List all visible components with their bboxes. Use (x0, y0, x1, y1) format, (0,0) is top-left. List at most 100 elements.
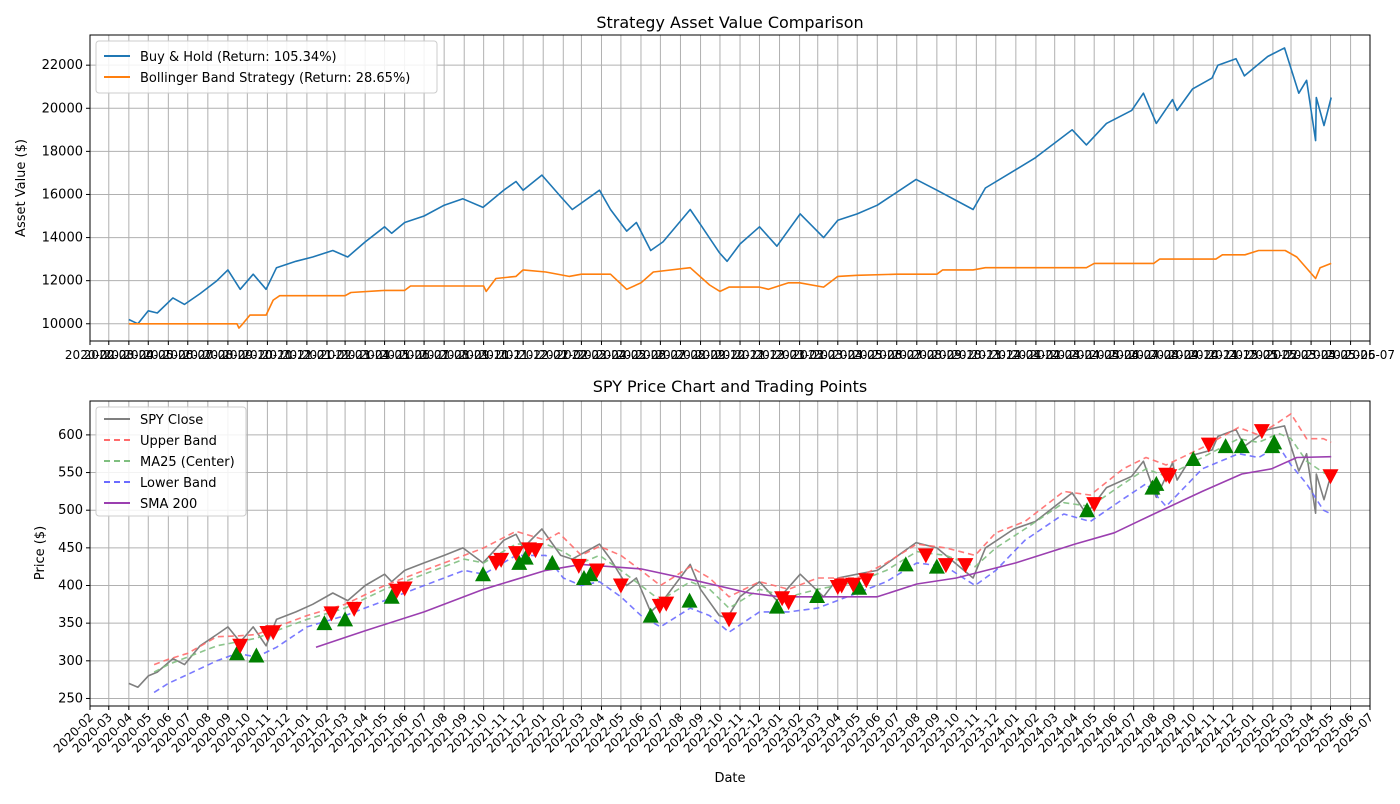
buy-signal-marker (928, 558, 945, 574)
buy-signal-marker (474, 566, 491, 582)
x-tick-label: 2021-10 (459, 348, 509, 362)
legend-entry: Lower Band (140, 476, 216, 491)
x-tick-label: 2025-03 (1266, 348, 1316, 362)
x-tick-label: 2022-04 (576, 348, 626, 362)
buy-signal-marker (681, 592, 698, 608)
sell-signal-marker (493, 552, 510, 568)
x-axis-label: Date (714, 771, 745, 786)
buy-signal-marker (851, 579, 868, 595)
buy-signal-marker (1233, 438, 1250, 454)
x-tick-label: 2020-08 (183, 348, 233, 362)
x-tick-label: 2023-10 (931, 348, 981, 362)
x-tick-label: 2023-01 (754, 348, 804, 362)
y-tick-label: 350 (58, 616, 83, 631)
series-line (128, 249, 1332, 329)
y-axis-label: Price ($) (33, 526, 48, 580)
x-tick-label: 2022-07 (635, 348, 685, 362)
y-tick-label: 300 (58, 654, 83, 669)
signal-markers (228, 424, 1339, 663)
buy-signal-marker (228, 645, 245, 661)
x-tick-label: 2025-07 (1345, 348, 1395, 362)
x-tick-label: 2022-03 (556, 348, 606, 362)
y-tick-label: 500 (58, 503, 83, 518)
sell-signal-marker (588, 563, 605, 579)
x-tick-label: 2020-12 (262, 348, 312, 362)
x-tick-label: 2020-09 (203, 348, 253, 362)
buy-signal-marker (809, 588, 826, 604)
buy-signal-marker (383, 588, 400, 604)
buy-signal-marker (1079, 502, 1096, 518)
x-axis-ticks: 2020-022020-032020-042020-052020-062020-… (51, 706, 1376, 756)
legend-entry: Buy & Hold (Return: 105.34%) (140, 50, 337, 65)
sell-signal-marker (721, 612, 738, 628)
y-tick-label: 22000 (42, 58, 83, 73)
x-tick-label: 2020-02 (65, 348, 115, 362)
y-tick-label: 600 (58, 428, 83, 443)
y-tick-label: 550 (58, 466, 83, 481)
x-tick-label: 2023-08 (892, 348, 942, 362)
x-tick-label: 2024-08 (1129, 348, 1179, 362)
x-tick-label: 2021-01 (282, 348, 332, 362)
sell-signal-marker (845, 577, 862, 593)
x-tick-label: 2021-09 (439, 348, 489, 362)
x-tick-label: 2020-06 (143, 348, 193, 362)
plot-area (90, 401, 1370, 706)
x-tick-label: 2021-05 (360, 348, 410, 362)
legend-entry: Bollinger Band Strategy (Return: 28.65%) (140, 71, 410, 86)
plot-frame (89, 34, 1371, 342)
y-axis-ticks: 250 300 350 400 450 500 550 600 (58, 428, 90, 706)
x-tick-label: 2023-07 (872, 348, 922, 362)
y-tick-label: 16000 (42, 187, 83, 202)
x-tick-label: 2021-06 (380, 348, 430, 362)
buy-signal-marker (1148, 475, 1165, 491)
x-tick-label: 2023-11 (951, 348, 1001, 362)
y-tick-label: 10000 (42, 317, 83, 332)
x-tick-label: 2021-12 (498, 348, 548, 362)
x-tick-label: 2024-06 (1089, 348, 1139, 362)
x-tick-label: 2022-05 (596, 348, 646, 362)
legend: SPY Close Upper Band MA25 (Center) Lower… (95, 406, 247, 517)
legend-box (95, 406, 247, 517)
sell-signal-marker (570, 558, 587, 574)
x-tick-label: 2020-11 (242, 348, 292, 362)
sell-signal-marker (1200, 437, 1217, 453)
sell-signal-marker (346, 601, 363, 617)
x-tick-label: 2024-03 (1030, 348, 1080, 362)
legend-entry: SMA 200 (140, 497, 197, 512)
x-tick-label: 2025-04 (1286, 348, 1336, 362)
y-tick-label: 250 (58, 691, 83, 706)
buy-signal-marker (1185, 450, 1202, 466)
sell-signal-marker (937, 558, 954, 574)
series-group (128, 47, 1332, 329)
legend-entry: Upper Band (140, 434, 217, 449)
x-tick-label: 2024-12 (1208, 348, 1258, 362)
x-tick-label: 2025-01 (1228, 348, 1278, 362)
y-tick-label: 20000 (42, 101, 83, 116)
buy-signal-marker (517, 549, 534, 565)
sell-signal-marker (917, 548, 934, 564)
x-tick-label: 2021-03 (320, 348, 370, 362)
x-tick-label: 2022-06 (616, 348, 666, 362)
legend: Buy & Hold (Return: 105.34%) Bollinger B… (95, 40, 438, 94)
sell-signal-marker (265, 625, 282, 641)
legend-box (95, 40, 438, 94)
sell-signal-marker (774, 591, 791, 607)
sell-signal-marker (957, 558, 974, 574)
x-tick-label: 2024-01 (991, 348, 1041, 362)
series-line (153, 445, 1332, 694)
sell-signal-marker (323, 606, 340, 622)
x-tick-label: 2024-10 (1168, 348, 1218, 362)
y-axis-label: Asset Value ($) (14, 139, 29, 237)
sell-signal-marker (1322, 469, 1339, 485)
x-tick-label: 2022-02 (538, 348, 588, 362)
x-tick-label: 2024-05 (1069, 348, 1119, 362)
x-tick-label: 2020-05 (123, 348, 173, 362)
sell-signal-marker (508, 546, 525, 562)
x-tick-label: 2023-09 (912, 348, 962, 362)
plot-frame (89, 400, 1371, 707)
x-tick-label: 2024-11 (1188, 348, 1238, 362)
chart-title: SPY Price Chart and Trading Points (593, 377, 868, 396)
sell-signal-marker (833, 578, 850, 594)
sell-signal-marker (232, 638, 249, 654)
y-tick-label: 400 (58, 579, 83, 594)
